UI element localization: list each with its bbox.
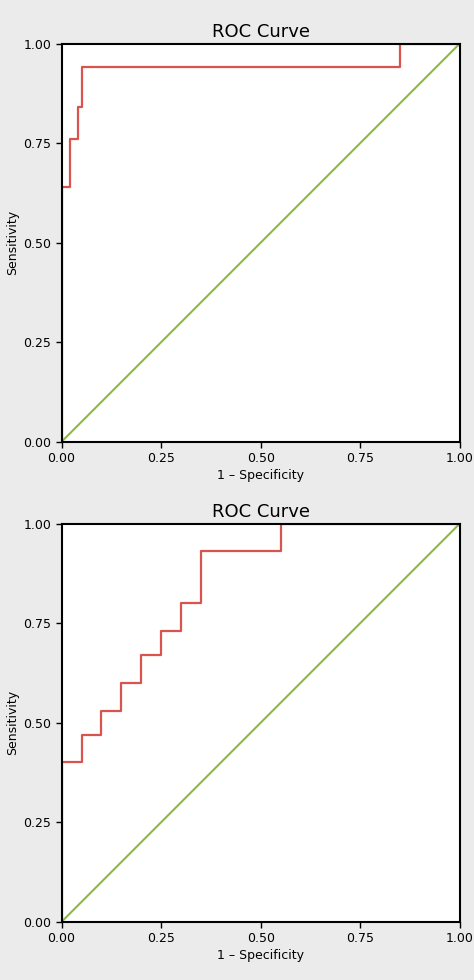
Title: ROC Curve: ROC Curve xyxy=(212,23,310,40)
Y-axis label: Sensitivity: Sensitivity xyxy=(6,210,19,275)
X-axis label: 1 – Specificity: 1 – Specificity xyxy=(217,469,304,482)
X-axis label: 1 – Specificity: 1 – Specificity xyxy=(217,950,304,962)
Title: ROC Curve: ROC Curve xyxy=(212,503,310,520)
Y-axis label: Sensitivity: Sensitivity xyxy=(6,690,19,756)
